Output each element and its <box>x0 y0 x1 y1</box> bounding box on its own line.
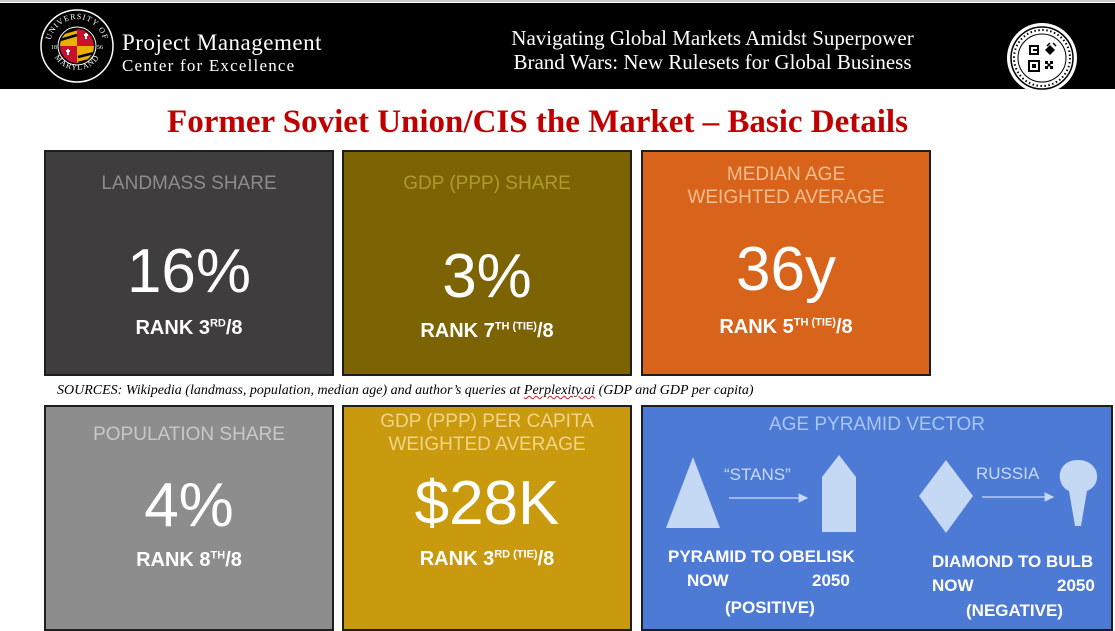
rank-prefix: RANK 7 <box>420 320 495 342</box>
university-seal-icon: UNIVERSITY OF MARYLAND 18 56 <box>40 9 114 83</box>
card-value: $28K <box>414 469 560 538</box>
card-value: 3% <box>442 242 532 311</box>
card-label: GDP (PPP) PER CAPITA WEIGHTED AVERAGE <box>344 410 630 456</box>
age-pyramid-shapes <box>666 455 1098 533</box>
card-value: 36y <box>736 235 836 304</box>
rank-suffix: /8 <box>835 316 853 338</box>
card-label-line2: WEIGHTED AVERAGE <box>388 434 586 455</box>
rank-sup: TH <box>210 549 226 562</box>
sources-prefix: SOURCES: Wikipedia (landmass, population… <box>57 383 524 398</box>
rank-sup: TH (TIE) <box>494 320 537 333</box>
presentation-title-line2: Brand Wars: New Rulesets for Global Busi… <box>513 50 912 74</box>
bulb-icon <box>1059 460 1098 526</box>
card-label: POPULATION SHARE <box>93 424 285 445</box>
sources-suffix: (GDP and GDP per capita) <box>595 383 754 398</box>
card-label-line2: WEIGHTED AVERAGE <box>687 187 885 208</box>
russia-label: RUSSIA <box>976 464 1040 483</box>
sources-link: Perplexity.ai <box>523 383 596 398</box>
card-label: GDP (PPP) SHARE <box>403 173 571 194</box>
presentation-title: Navigating Global Markets Amidst Superpo… <box>450 26 975 74</box>
card-rank: RANK 8TH/8 <box>46 549 332 572</box>
stans-label: “STANS” <box>724 465 791 484</box>
card-rank: RANK 3RD/8 <box>46 317 332 340</box>
pyramid-icon <box>666 457 720 528</box>
svg-text:18: 18 <box>51 45 57 51</box>
left-sign-label: (POSITIVE) <box>725 598 815 617</box>
left-year-label: 2050 <box>812 571 850 590</box>
sources-note: SOURCES: Wikipedia (landmass, population… <box>57 383 754 399</box>
rank-suffix: /8 <box>537 548 555 570</box>
landmass-share-card: LANDMASS SHARE 16% RANK 3RD/8 <box>44 150 334 376</box>
card-value: 4% <box>144 471 234 540</box>
obelisk-icon <box>822 455 856 532</box>
gdp-per-capita-card: GDP (PPP) PER CAPITA WEIGHTED AVERAGE $2… <box>342 405 632 631</box>
presentation-title-line1: Navigating Global Markets Amidst Superpo… <box>511 26 914 50</box>
card-label-line1: MEDIAN AGE <box>726 164 846 185</box>
left-now-label: NOW <box>687 571 729 590</box>
age-pyramid-card: AGE PYRAMID VECTOR “STANS” RUSSIA PYRAMI… <box>641 405 1113 631</box>
gdp-share-card: GDP (PPP) SHARE 3% RANK 7TH (TIE)/8 <box>342 150 632 376</box>
rank-suffix: /8 <box>225 549 242 571</box>
rank-sup: RD <box>209 317 226 330</box>
rank-prefix: RANK 3 <box>135 317 210 339</box>
slide-title: Former Soviet Union/CIS the Market – Bas… <box>167 104 908 140</box>
card-label: AGE PYRAMID VECTOR <box>768 414 986 435</box>
diamond-to-bulb-label: DIAMOND TO BULB <box>932 552 1094 571</box>
rank-prefix: RANK 3 <box>419 548 495 570</box>
rank-prefix: RANK 5 <box>719 316 794 338</box>
card-rank: RANK 5TH (TIE)/8 <box>643 316 929 339</box>
svg-text:56: 56 <box>97 45 103 51</box>
brand-subtitle: Center for Excellence <box>122 56 296 75</box>
median-age-card: MEDIAN AGE WEIGHTED AVERAGE 36y RANK 5TH… <box>641 150 931 376</box>
card-label-line1: GDP (PPP) PER CAPITA <box>380 411 594 432</box>
card-value: 16% <box>126 237 252 306</box>
population-share-card: POPULATION SHARE 4% RANK 8TH/8 <box>44 405 334 631</box>
top-border <box>0 0 1115 2</box>
right-now-label: NOW <box>932 576 974 595</box>
card-label: MEDIAN AGE WEIGHTED AVERAGE <box>643 163 929 209</box>
rank-sup: RD (TIE) <box>494 548 538 561</box>
rank-prefix: RANK 8 <box>136 549 211 571</box>
card-rank: RANK 3RD (TIE)/8 <box>344 548 630 571</box>
rank-suffix: /8 <box>536 320 554 342</box>
brand-name: Project Management <box>122 30 322 55</box>
diamond-icon <box>919 460 973 533</box>
badge-logo-icon <box>1007 23 1077 93</box>
right-sign-label: (NEGATIVE) <box>966 601 1063 620</box>
pyramid-to-obelisk-label: PYRAMID TO OBELISK <box>668 547 855 566</box>
card-label: LANDMASS SHARE <box>101 173 277 194</box>
right-year-label: 2050 <box>1057 576 1095 595</box>
rank-sup: TH (TIE) <box>793 316 836 329</box>
rank-suffix: /8 <box>225 317 243 339</box>
card-rank: RANK 7TH (TIE)/8 <box>344 320 630 343</box>
header-bar: UNIVERSITY OF MARYLAND 18 56 Project Man… <box>0 3 1115 93</box>
